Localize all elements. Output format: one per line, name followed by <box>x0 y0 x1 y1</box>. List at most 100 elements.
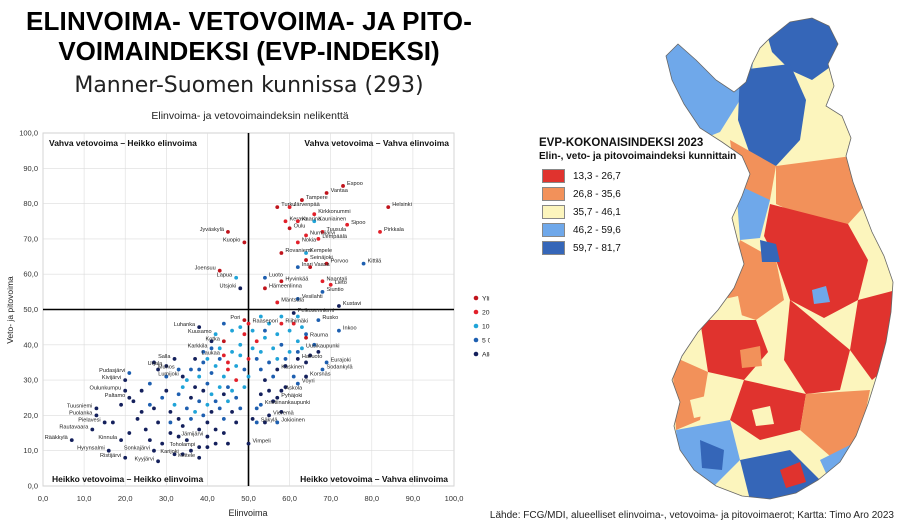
scatter-point-labeled <box>102 420 107 425</box>
scatter-point-labeled <box>127 371 132 375</box>
scatter-point <box>184 378 189 382</box>
point-label: Inkoo <box>343 326 357 332</box>
scatter-point <box>291 374 296 379</box>
scatter-point <box>234 364 239 368</box>
point-label: Turku <box>281 202 295 208</box>
point-label: Järvenpää <box>294 202 321 208</box>
point-label: Lieto <box>335 280 347 286</box>
scatter-point-labeled <box>328 282 333 287</box>
x-tick-label: 70,0 <box>323 494 338 503</box>
scatter-point <box>205 381 210 386</box>
point-label: Lumijoki <box>158 372 179 378</box>
scatter-point-labeled <box>267 413 271 418</box>
scatter-point <box>283 385 288 390</box>
scatter-point <box>271 374 276 379</box>
point-label: Sodankylä <box>326 365 353 371</box>
scatter-point <box>164 374 169 379</box>
quadrant-label-top-right: Vahva vetovoima – Vahva elinvoima <box>304 138 449 148</box>
scatter-point <box>160 441 165 446</box>
scatter-point <box>263 378 267 382</box>
point-label: Vantaa <box>331 188 349 194</box>
scatter-point <box>197 367 202 372</box>
scatter-point <box>213 399 218 404</box>
scatter-point <box>283 357 288 361</box>
scatter-point <box>226 367 230 372</box>
scatter-point-labeled <box>127 395 132 400</box>
chart-title: Elinvoima- ja vetovoimaindeksin nelikent… <box>151 110 348 122</box>
scatter-point-labeled <box>90 427 95 432</box>
map-legend-row: 13,3 - 26,7 <box>539 167 739 185</box>
scatter-point-labeled <box>320 289 325 294</box>
scatter-point-labeled <box>275 367 280 372</box>
y-tick-label: 90,0 <box>23 164 38 173</box>
x-tick-label: 10,0 <box>77 494 92 503</box>
y-tick-label: 80,0 <box>23 199 38 208</box>
scatter-point-labeled <box>197 455 202 460</box>
scatter-point-labeled <box>242 240 247 245</box>
scatter-point <box>147 402 152 407</box>
point-label: Seinäjoki <box>310 255 333 261</box>
scatter-point-labeled <box>254 420 259 425</box>
point-label: Rääkkylä <box>45 435 69 441</box>
scatter-point-labeled <box>275 205 280 210</box>
scatter-point <box>189 417 193 421</box>
scatter-point-labeled <box>197 325 202 330</box>
map-legend-swatch <box>542 205 565 219</box>
scatter-point-labeled <box>226 229 230 234</box>
scatter-point-labeled <box>152 448 156 453</box>
scatter-point <box>221 417 226 421</box>
scatter-point <box>308 353 313 358</box>
scatter-point <box>189 448 193 453</box>
scatter-point-labeled <box>320 279 325 284</box>
scatter-point-labeled <box>295 219 300 224</box>
scatter-point <box>201 413 206 418</box>
scatter-point <box>267 321 271 326</box>
point-label: Pudasjärvi <box>99 368 125 374</box>
x-tick-label: 0,0 <box>38 494 48 503</box>
point-label: Luhanka <box>174 322 196 328</box>
scatter-point <box>201 360 206 365</box>
point-label: Kempele <box>310 248 332 254</box>
point-label: Vimpeli <box>253 439 271 445</box>
scatter-point-labeled <box>341 184 345 188</box>
scatter-point <box>258 367 263 372</box>
scatter-point <box>221 431 226 435</box>
map-legend-row: 26,8 - 35,6 <box>539 185 739 203</box>
y-tick-label: 10,0 <box>23 446 38 455</box>
scatter-point <box>230 328 234 333</box>
point-label: Kirkkonummi <box>318 209 350 215</box>
scatter-point <box>234 395 239 400</box>
y-tick-label: 50,0 <box>23 305 38 314</box>
point-label: Uusikaupunki <box>306 343 340 349</box>
scatter-point-labeled <box>361 261 366 266</box>
scatter-point <box>197 427 202 432</box>
scatter-point <box>209 392 214 397</box>
scatter-point <box>205 402 210 407</box>
scatter-point-labeled <box>279 321 284 326</box>
point-label: Sipoo <box>351 220 365 226</box>
scatter-point-labeled <box>304 374 308 379</box>
scatter-point-labeled <box>300 198 304 202</box>
scatter-point <box>304 360 308 365</box>
scatter-point <box>172 452 177 457</box>
chart-legend-label: 5 000 - 9 999 <box>482 338 490 345</box>
scatter-point-labeled <box>304 335 308 340</box>
scatter-point <box>217 406 222 411</box>
point-label: Lempäälä <box>322 234 347 240</box>
point-label: Keitele <box>178 453 195 459</box>
point-label: Kerava <box>289 216 308 222</box>
point-label: Sonkajärvi <box>124 446 150 452</box>
map-legend-swatch <box>542 187 565 201</box>
source-caption: Lähde: FCG/MDI, alueelliset elinvoima-, … <box>489 510 894 521</box>
point-label: Hämeenlinna <box>269 283 303 289</box>
scatter-point <box>205 445 210 450</box>
scatter-point <box>156 367 160 372</box>
map-legend-title: EVP-KOKONAISINDEKSI 2023 <box>539 137 704 149</box>
point-label: Jämijärvi <box>181 432 203 438</box>
scatter-point <box>230 388 234 393</box>
main-title-line-2: VOIMAINDEKSI (EVP-INDEKSI) <box>58 36 440 66</box>
scatter-point <box>172 402 177 407</box>
scatter-point <box>271 399 276 404</box>
scatter-point-labeled <box>279 251 284 255</box>
point-label: Pirkkala <box>384 227 405 233</box>
